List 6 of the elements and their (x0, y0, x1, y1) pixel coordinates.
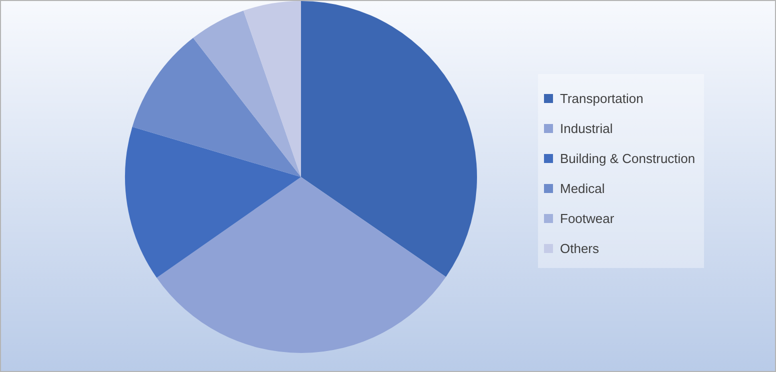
legend-label: Others (560, 240, 600, 256)
legend-label: Transportation (560, 90, 644, 106)
legend-label: Medical (560, 180, 605, 196)
legend-label: Industrial (560, 120, 613, 136)
legend-label: Footwear (560, 210, 614, 226)
legend-label: Building & Construction (560, 150, 696, 166)
